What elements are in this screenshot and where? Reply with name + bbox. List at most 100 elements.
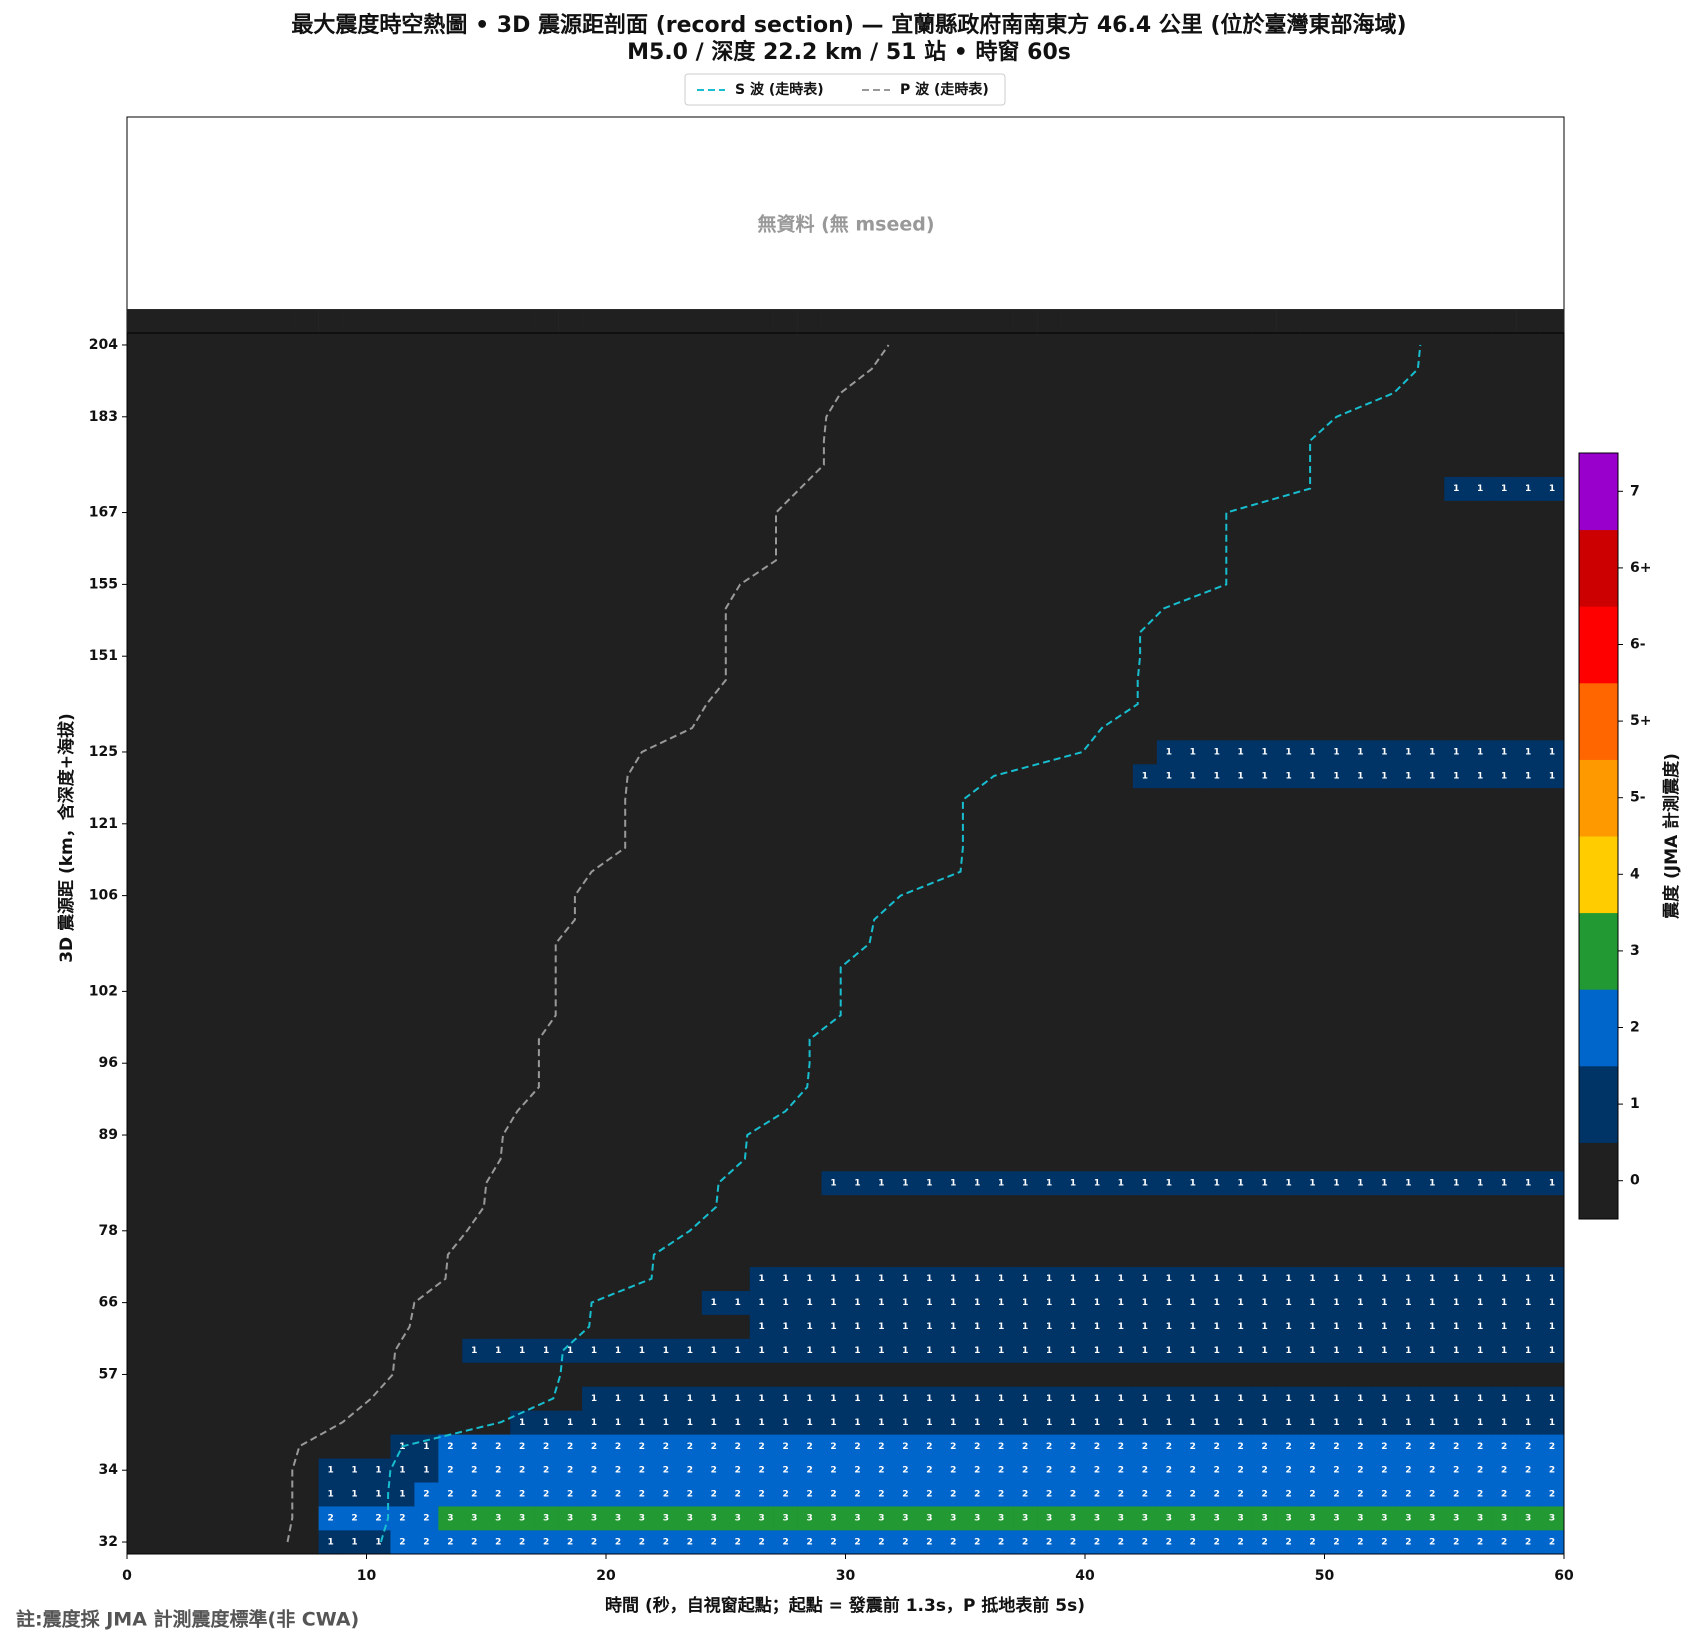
heat-cell	[510, 979, 535, 1004]
heat-cell	[534, 476, 559, 501]
heat-cell	[510, 1506, 535, 1531]
heat-cell	[653, 1075, 679, 1100]
heat-cell	[486, 692, 511, 717]
heat-cell	[1108, 668, 1134, 693]
heat-cell	[725, 548, 750, 573]
heat-cell	[198, 835, 224, 861]
cell-label: 2	[639, 1442, 645, 1452]
cell-label: 1	[1166, 1274, 1172, 1284]
heat-cell	[294, 931, 319, 956]
heat-cell	[1061, 1314, 1086, 1339]
cell-label: 2	[471, 1442, 477, 1452]
heat-cell	[989, 1170, 1014, 1196]
heat-cell	[414, 1290, 439, 1315]
heat-cell	[1061, 309, 1086, 334]
cell-label: 3	[974, 1514, 980, 1524]
heat-cell	[462, 1386, 487, 1411]
cell-label: 1	[1405, 1322, 1411, 1332]
cell-label: 3	[495, 1514, 501, 1524]
heat-cell	[270, 356, 295, 382]
heat-cell	[582, 1194, 607, 1220]
heat-cell	[1228, 309, 1253, 334]
heat-cell	[869, 979, 894, 1004]
heat-cell	[1516, 1218, 1541, 1244]
heat-cell	[294, 955, 319, 980]
heat-cell	[1324, 1266, 1349, 1291]
heat-cell	[1300, 1458, 1325, 1483]
heat-cell	[127, 907, 152, 932]
heat-cell	[1396, 955, 1421, 980]
heat-cell	[1372, 1266, 1397, 1291]
cell-label: 1	[1525, 771, 1531, 781]
heat-cell	[318, 596, 343, 621]
heat-cell	[1156, 1482, 1182, 1507]
cell-label: 1	[1453, 1178, 1459, 1188]
heat-cell	[438, 356, 463, 382]
heat-cell	[127, 596, 152, 621]
heat-cell	[1540, 644, 1565, 669]
heat-cell	[1468, 955, 1493, 980]
heat-cell	[1324, 333, 1349, 358]
heat-cell	[821, 309, 846, 334]
heat-cell	[653, 404, 679, 430]
cell-label: 1	[1214, 1274, 1220, 1284]
heat-cell	[797, 1290, 822, 1315]
heat-cell	[869, 740, 894, 765]
heat-cell	[1156, 524, 1182, 549]
heat-cell	[1085, 476, 1110, 501]
heat-cell	[510, 1266, 535, 1291]
heat-cell	[629, 1362, 655, 1387]
heat-cell	[941, 1242, 966, 1268]
cell-label: 1	[1022, 1298, 1028, 1308]
cell-label: 2	[854, 1466, 860, 1476]
heat-cell	[606, 1386, 631, 1411]
heat-cell	[342, 1147, 367, 1172]
heat-cell	[390, 524, 415, 549]
heat-cell	[1372, 333, 1397, 358]
heat-cell	[150, 787, 176, 813]
heat-cell	[1444, 1434, 1469, 1459]
heat-cell	[318, 1458, 343, 1483]
heat-cell	[965, 309, 990, 334]
heat-cell	[1348, 1530, 1373, 1555]
cell-label: 1	[1477, 484, 1483, 494]
heat-cell	[270, 1338, 295, 1363]
cell-label: 2	[1309, 1442, 1315, 1452]
heat-cell	[1372, 740, 1397, 765]
cell-label: 2	[447, 1538, 453, 1548]
heat-cell	[1061, 835, 1086, 861]
heat-cell	[198, 883, 224, 908]
cell-label: 1	[1285, 1418, 1291, 1428]
cell-label: 3	[1477, 1514, 1483, 1524]
heat-cell	[917, 1027, 942, 1052]
heat-cell	[869, 452, 894, 477]
heat-cell	[725, 500, 750, 525]
heat-cell	[246, 596, 271, 621]
cell-label: 1	[1214, 1346, 1220, 1356]
heat-cell	[414, 1218, 439, 1244]
cell-label: 1	[1525, 1178, 1531, 1188]
heat-cell	[1037, 1099, 1062, 1124]
heat-cell	[1276, 1530, 1301, 1555]
heat-cell	[1013, 309, 1038, 334]
heat-cell	[773, 835, 798, 861]
heat-cell	[606, 859, 631, 884]
heat-cell	[1468, 1410, 1493, 1435]
heat-cell	[510, 1458, 535, 1483]
heat-cell	[773, 548, 798, 573]
heat-cell	[222, 476, 248, 501]
heat-cell	[941, 548, 966, 573]
heat-cell	[1156, 1458, 1182, 1483]
heat-cell	[1037, 1123, 1062, 1148]
heat-cell	[1372, 859, 1397, 884]
heat-cell	[174, 883, 200, 908]
heat-cell	[414, 596, 439, 621]
heat-cell	[582, 1434, 607, 1459]
heat-cell	[1156, 1386, 1182, 1411]
heat-cell	[1228, 1051, 1253, 1076]
heat-cell	[1252, 1410, 1277, 1435]
heat-cell	[1540, 1362, 1565, 1387]
heat-cell	[462, 1362, 487, 1387]
heat-cell	[1180, 1410, 1206, 1435]
heat-cell	[174, 1123, 200, 1148]
